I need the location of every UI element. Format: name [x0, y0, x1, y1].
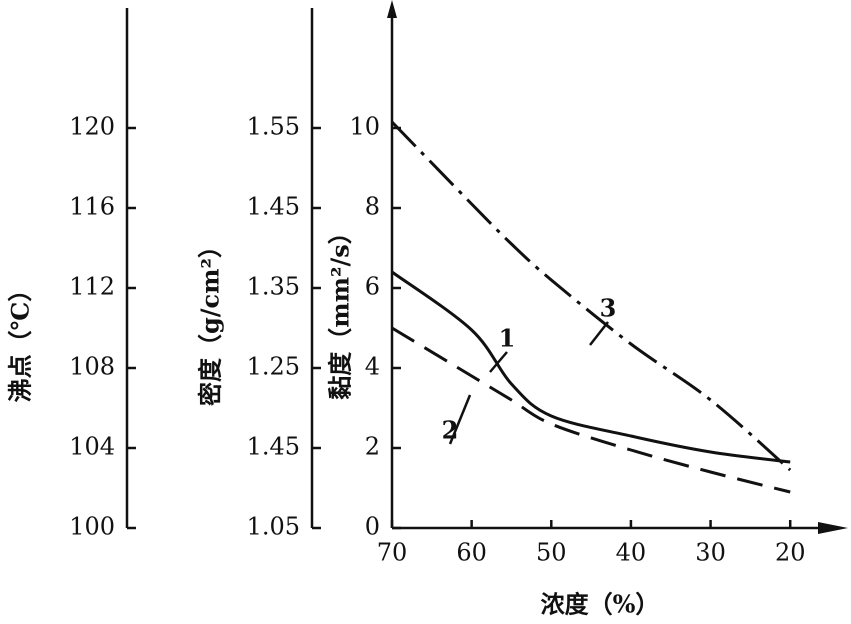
- y-tick-label: 0: [365, 513, 380, 541]
- x-tick-label: 20: [775, 539, 806, 567]
- x-tick-label: 60: [456, 539, 487, 567]
- leader: [489, 351, 508, 373]
- y-tick-label: 2: [365, 433, 380, 461]
- y-tick-label: 116: [69, 193, 115, 221]
- y-axis-label: 密度（g/cm²）: [196, 234, 225, 406]
- series-label: 3: [600, 294, 617, 323]
- x-arrow: [818, 522, 848, 534]
- y-tick-label: 1.05: [247, 513, 300, 541]
- series-label: 2: [442, 416, 459, 445]
- y-arrow: [387, 0, 397, 18]
- x-tick-label: 40: [616, 539, 647, 567]
- x-tick-label: 50: [536, 539, 567, 567]
- y-tick-label: 1.45: [247, 433, 300, 461]
- x-tick-label: 30: [695, 539, 726, 567]
- y-tick-label: 100: [69, 513, 115, 541]
- x-tick-label: 70: [377, 539, 408, 567]
- y-tick-label: 104: [69, 433, 115, 461]
- y-tick-label: 112: [69, 273, 115, 301]
- y-tick-label: 8: [365, 193, 380, 221]
- y-tick-label: 4: [365, 353, 380, 381]
- y-tick-label: 1.55: [247, 113, 300, 141]
- leader: [448, 394, 472, 445]
- curve: [391, 270, 791, 464]
- y-tick-label: 10: [349, 113, 380, 141]
- series-label: 1: [499, 324, 516, 353]
- y-tick-label: 6: [365, 273, 380, 301]
- curve: [390, 120, 792, 472]
- y-tick-label: 1.35: [247, 273, 300, 301]
- curve: [391, 326, 791, 494]
- y-axis-label: 黏度（mm²/s）: [326, 220, 355, 400]
- leader: [589, 321, 609, 346]
- x-axis-label: 浓度（%）: [541, 590, 660, 619]
- y-tick-label: 1.25: [247, 353, 300, 381]
- y-axis-label: 沸点（℃）: [6, 278, 35, 403]
- y-tick-label: 120: [69, 113, 115, 141]
- y-tick-label: 108: [69, 353, 115, 381]
- y-tick-label: 1.45: [247, 193, 300, 221]
